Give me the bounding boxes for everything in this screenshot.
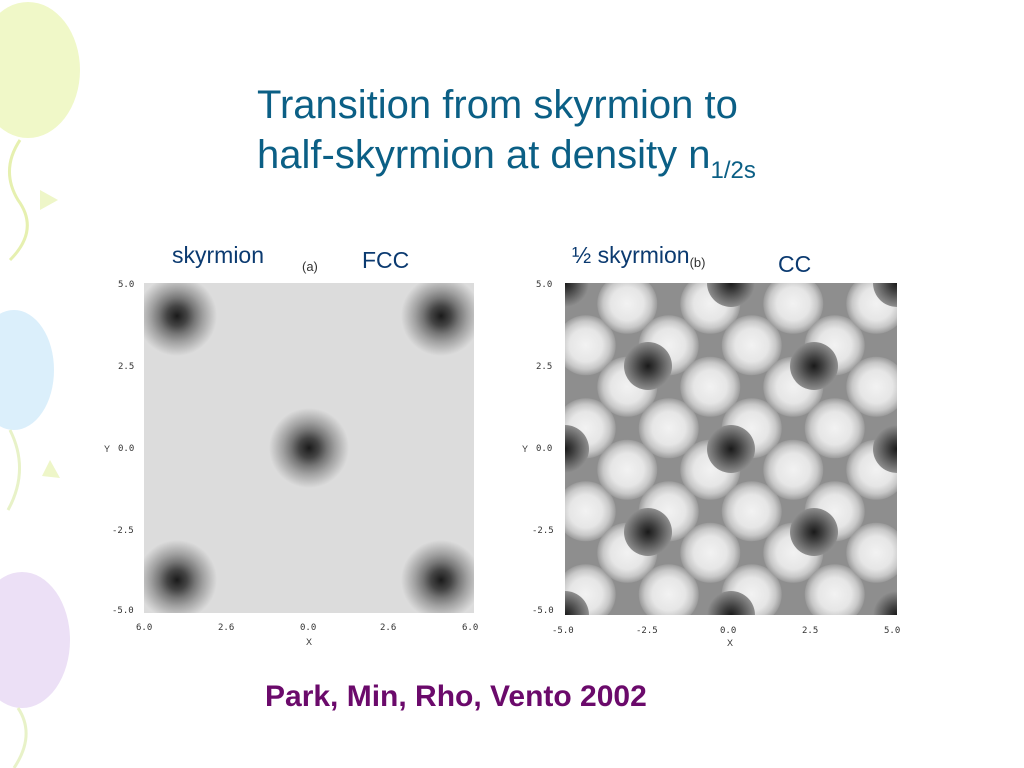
half-skyrmion-light-blob [763,283,824,334]
balloon-purple [0,572,70,708]
panel-a-ylabel: Y [104,444,111,454]
half-skyrmion-dark-blob [624,342,672,390]
citation: Park, Min, Rho, Vento 2002 [265,680,647,713]
half-skyrmion-dark-blob [873,425,897,473]
half-skyrmion-light-blob [804,398,865,459]
half-skyrmion-light-blob [846,356,897,417]
panel-b-ylabel: Y [522,444,529,454]
half-skyrmion-dark-blob [565,591,589,615]
half-skyrmion-dark-blob [707,283,755,307]
half-skyrmion-light-blob [680,522,741,583]
half-skyrmion-dark-blob [707,425,755,473]
half-skyrmion-light-blob [638,564,699,615]
skyrmion-blob [144,540,217,613]
half-skyrmion-light-blob [597,439,658,500]
half-skyrmion-light-blob [565,315,616,376]
panel-b-ytick: -5.0 [532,606,554,616]
panel-b-xtick: 5.0 [884,626,901,636]
panel-a-ytick: 0.0 [118,444,135,454]
panel-a-xtick: 6.0 [136,623,153,633]
panel-b-label: ½ skyrmion(b) [572,242,705,270]
balloon-blue [0,310,54,430]
panel-b-label-text: ½ skyrmion [572,242,690,268]
panel-a-xtick: 2.6 [218,623,235,633]
panel-a-lattice: FCC [362,247,410,273]
half-skyrmion-light-blob [680,356,741,417]
half-skyrmion-light-blob [763,439,824,500]
panel-b-xlabel: X [727,638,734,648]
panel-a-label: skyrmion [172,242,265,268]
half-skyrmion-dark-blob [565,425,589,473]
half-skyrmion-dark-blob [873,591,897,615]
panel-a-xlabel: X [306,637,313,647]
panel-b-ytick: 5.0 [536,280,553,290]
skyrmion-blob [144,283,217,356]
panel-a-contour-plot [144,283,474,613]
panel-b-contour-plot [565,283,897,615]
panel-b-xtick: 2.5 [802,626,819,636]
half-skyrmion-dark-blob [707,591,755,615]
panel-a-ytick: -5.0 [112,606,134,616]
half-skyrmion-dark-blob [873,283,897,307]
title-line-2: half-skyrmion at density n [257,133,711,177]
half-skyrmion-dark-blob [790,508,838,556]
panel-a-tag: (a) [302,259,318,274]
half-skyrmion-dark-blob [624,508,672,556]
panel-b-ytick: 2.5 [536,362,553,372]
half-skyrmion-light-blob [597,283,658,334]
panel-b-ytick: 0.0 [536,444,553,454]
half-skyrmion-light-blob [721,315,782,376]
panel-b-lattice: CC [778,251,812,277]
half-skyrmion-light-blob [565,481,616,542]
skyrmion-blob [401,283,474,356]
panel-a-ytick: 2.5 [118,362,135,372]
half-skyrmion-light-blob [846,522,897,583]
skyrmion-blob [269,408,349,488]
panel-a-xtick: 0.0 [300,623,317,633]
half-skyrmion-dark-blob [565,283,589,307]
balloon-yellow [0,2,80,138]
title-line-1: Transition from skyrmion to [257,83,738,127]
panel-a-xtick: 6.0 [462,623,479,633]
half-skyrmion-light-blob [804,564,865,615]
panel-a-xtick: 2.6 [380,623,397,633]
half-skyrmion-light-blob [721,481,782,542]
half-skyrmion-dark-blob [790,342,838,390]
skyrmion-blob [401,540,474,613]
panel-b-ytick: -2.5 [532,526,554,536]
panel-b-xtick: 0.0 [720,626,737,636]
panel-b-xtick: -2.5 [636,626,658,636]
half-skyrmion-light-blob [638,398,699,459]
slide-title: Transition from skyrmion to half-skyrmio… [257,80,756,196]
panel-b-tag: (b) [689,255,706,270]
title-subscript: 1/2s [710,157,756,184]
panel-b-xtick: -5.0 [552,626,574,636]
panel-a-ytick: -2.5 [112,526,134,536]
panel-a-ytick: 5.0 [118,280,135,290]
balloon-decoration [0,2,80,768]
